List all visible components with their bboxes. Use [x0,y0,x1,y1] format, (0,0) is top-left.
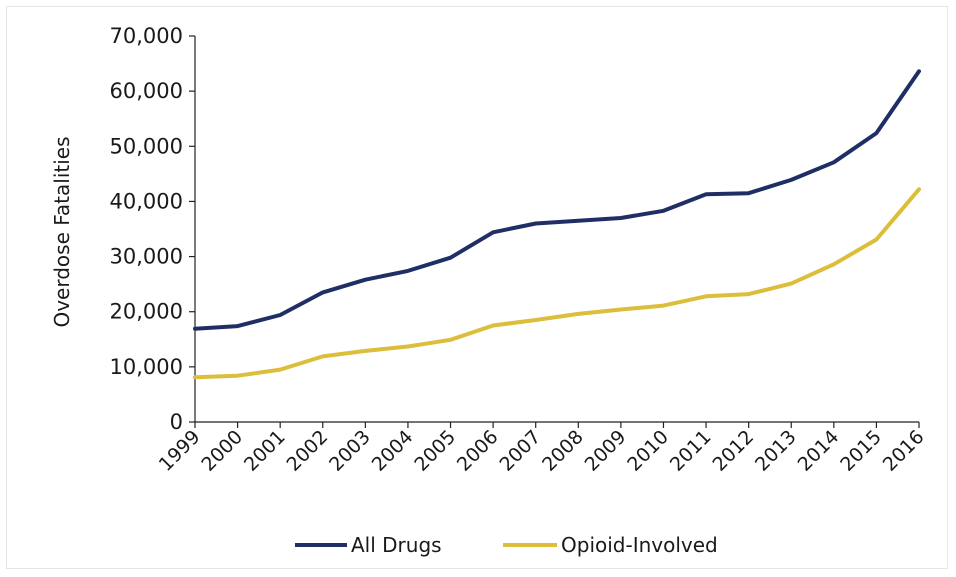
x-tick-label: 2013 [751,426,801,476]
y-tick-label: 10,000 [110,355,183,379]
x-tick-label: 2001 [240,426,290,476]
x-tick-label: 2008 [538,426,588,476]
x-tick-label: 2005 [410,426,460,476]
axes [189,35,920,428]
legend-label: Opioid-Involved [561,533,718,557]
y-tick-label: 30,000 [110,245,183,269]
x-tick-label: 2012 [708,426,758,476]
x-tick-label: 2002 [283,426,333,476]
legend-label: All Drugs [351,533,442,557]
series-lines [193,69,921,380]
x-tick-label: 2003 [325,426,375,476]
x-tick-label: 2011 [666,426,716,476]
y-tick-label: 40,000 [110,189,183,213]
series-line [193,69,921,331]
y-axis-title: Overdose Fatalities [50,136,74,327]
line-chart: 0 10,000 20,000 30,000 40,000 50,000 60,000 70,… [50,24,929,557]
x-tick-label: 2007 [495,426,545,476]
x-tick-label: 2004 [368,426,418,476]
x-tick-label: 2015 [836,426,886,476]
y-tick-labels: 0 10,000 20,000 30,000 40,000 50,000 60,000 70,… [110,24,183,434]
x-tick-label: 2014 [794,426,844,476]
x-tick-label: 2009 [581,426,631,476]
series-line [193,187,921,380]
y-tick-label: 20,000 [110,300,183,324]
x-tick-labels: 1999200020012002200320042005200620072008… [155,426,929,476]
x-tick-label: 2016 [879,426,929,476]
y-tick-label: 0 [170,410,183,434]
x-tick-label: 2006 [453,426,503,476]
x-tick-label: 2010 [623,426,673,476]
y-tick-label: 50,000 [110,134,183,158]
legend: All Drugs Opioid-Involved [295,533,718,557]
y-tick-label: 70,000 [110,24,183,48]
y-tick-label: 60,000 [110,79,183,103]
chart-frame: 0 10,000 20,000 30,000 40,000 50,000 60,000 70,… [6,6,948,569]
x-tick-label: 2000 [197,426,247,476]
